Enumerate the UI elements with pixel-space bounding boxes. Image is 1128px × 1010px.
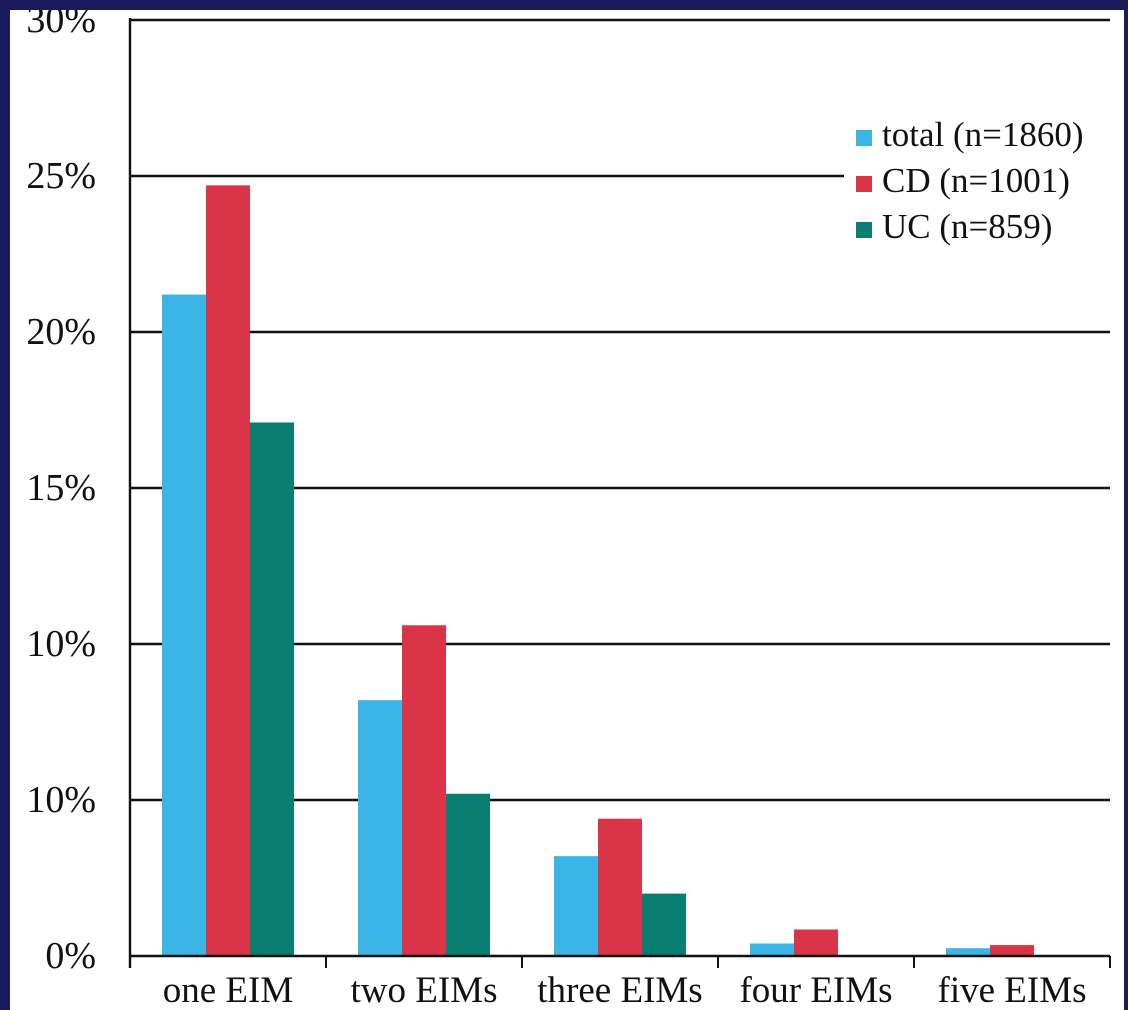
y-tick-label: 25%	[26, 155, 96, 197]
legend-swatch	[856, 130, 872, 146]
bar	[358, 700, 402, 956]
bar	[402, 625, 446, 956]
legend-label: CD (n=1001)	[882, 161, 1070, 200]
x-tick-label: one EIM	[163, 970, 294, 1010]
bar	[162, 294, 206, 956]
y-tick-labels: 0% 10% 10% 15% 20% 25% 30%	[26, 10, 96, 977]
y-tick-label: 20%	[26, 311, 96, 353]
bar-chart: 0% 10% 10% 15% 20% 25% 30% one EIM two EIMs thre…	[26, 10, 1111, 1010]
bar	[794, 929, 838, 956]
bars	[162, 185, 1034, 957]
bar	[946, 948, 990, 956]
bar	[598, 818, 642, 956]
y-tick-label: 15%	[26, 467, 96, 509]
legend-label: UC (n=859)	[882, 207, 1052, 246]
bar	[446, 793, 490, 956]
x-tick-label: two EIMs	[351, 970, 498, 1010]
axes	[128, 18, 1111, 968]
x-tick-labels: one EIM two EIMs three EIMs four EIMs five E…	[163, 970, 1087, 1010]
y-tick-label: 10%	[26, 623, 96, 665]
y-tick-label: 10%	[26, 779, 96, 821]
y-tick-label: 0%	[45, 935, 96, 977]
x-tick-label: three EIMs	[537, 970, 702, 1010]
x-tick-label: five EIMs	[938, 970, 1087, 1010]
bar	[990, 945, 1034, 956]
bar	[206, 185, 250, 957]
bar	[750, 943, 794, 956]
bar	[642, 893, 686, 956]
bar	[554, 856, 598, 956]
legend-swatch	[856, 176, 872, 192]
chart-panel: 0% 10% 10% 15% 20% 25% 30% one EIM two EIMs thre…	[10, 10, 1124, 1010]
legend: total (n=1860) CD (n=1001) UC (n=859)	[844, 110, 1110, 262]
bar	[250, 422, 294, 957]
legend-background	[844, 110, 1110, 262]
legend-label: total (n=1860)	[882, 115, 1084, 154]
x-tick-label: four EIMs	[739, 970, 892, 1010]
y-tick-label: 30%	[26, 10, 96, 41]
legend-swatch	[856, 222, 872, 238]
